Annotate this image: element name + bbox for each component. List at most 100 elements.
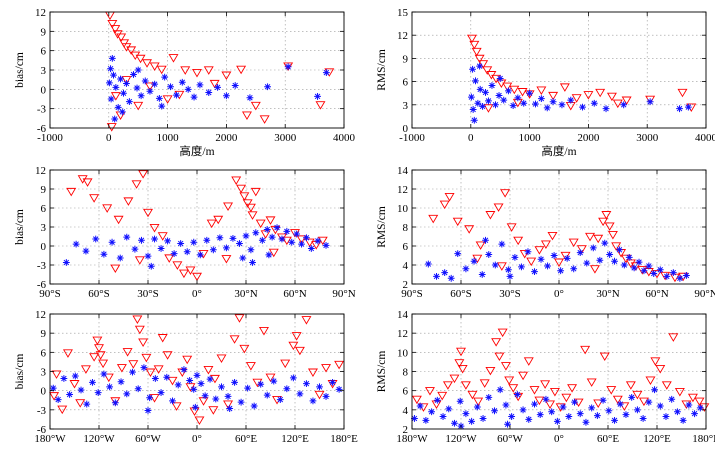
panel-longitude-rms: 180°W 120°W 60°W 0° 60°E 120°E 180°E 2 4 6 8 10 12 14… [376, 309, 715, 445]
data-point-asterisk [114, 103, 122, 111]
data-point-asterisk [231, 82, 239, 89]
data-point-triangle [315, 101, 326, 110]
data-point-asterisk [590, 99, 598, 107]
data-point-triangle [483, 104, 494, 113]
y-tick-label: -6 [37, 279, 47, 291]
data-point-asterisk [134, 385, 142, 393]
data-point-asterisk [441, 269, 449, 276]
data-point-triangle [452, 217, 463, 227]
data-point-triangle [491, 338, 502, 347]
data-point-triangle [518, 371, 529, 381]
data-point-asterisk [288, 238, 296, 246]
data-point-triangle [288, 341, 299, 351]
data-point-asterisk [616, 400, 624, 408]
data-point-triangle [66, 187, 77, 197]
data-point-asterisk [196, 81, 204, 89]
data-point-asterisk [567, 96, 575, 104]
y-axis-label: bias/cm [14, 209, 26, 245]
x-tick-label: 3000 [274, 132, 297, 144]
data-point-asterisk [316, 383, 323, 391]
panel-longitude-bias: 180°W 120°W 60°W 0° 60°E 120°E 180°E -6 -3 0 3 6 9 12… [14, 309, 358, 445]
data-point-triangle [180, 66, 191, 75]
data-point-triangle [142, 59, 153, 68]
data-point-asterisk [229, 235, 237, 242]
data-point-triangle [479, 379, 490, 388]
data-point-asterisk [525, 416, 533, 423]
data-point-triangle [265, 216, 276, 225]
data-point-asterisk [138, 236, 145, 244]
data-point-triangle [517, 88, 528, 97]
data-point-asterisk [167, 83, 174, 91]
data-point-asterisk [108, 238, 116, 246]
data-point-triangle [601, 211, 612, 220]
data-point-triangle [439, 200, 450, 210]
data-point-asterisk [133, 84, 141, 92]
data-point-asterisk [583, 259, 591, 267]
data-point-asterisk [656, 402, 664, 410]
data-point-asterisk [491, 261, 499, 269]
x-tick-label: 60°W [497, 433, 523, 445]
data-point-triangle [132, 315, 143, 324]
data-point-asterisk [144, 252, 152, 260]
data-point-asterisk [447, 274, 455, 282]
data-point-triangle [194, 416, 205, 425]
data-point-asterisk [125, 98, 133, 105]
data-point-triangle [221, 71, 232, 81]
data-point-asterisk [123, 390, 131, 398]
data-point-triangle [172, 261, 183, 270]
data-point-triangle [475, 241, 486, 250]
x-tick-label: 2000 [577, 132, 600, 144]
data-point-triangle [612, 99, 623, 109]
data-point-triangle [231, 176, 242, 186]
data-point-triangle [638, 397, 649, 407]
x-tick-label: 30°S [137, 288, 159, 300]
data-point-triangle [221, 255, 232, 264]
data-point-asterisk [158, 102, 166, 110]
data-point-asterisk [579, 103, 586, 111]
y-tick-label: 9 [41, 328, 47, 340]
data-point-triangle [428, 214, 439, 224]
y-axis-label: RMS/cm [376, 49, 388, 91]
data-point-triangle [157, 334, 168, 343]
data-point-triangle [444, 192, 455, 202]
data-point-asterisk [645, 398, 653, 406]
data-point-triangle [699, 403, 710, 412]
x-tick-label: 3000 [636, 132, 659, 144]
data-point-triangle [598, 217, 609, 227]
data-point-asterisk [322, 241, 330, 249]
x-tick-label: 4000 [695, 132, 715, 144]
x-tick-label: 30°N [596, 288, 619, 300]
data-point-asterisk [559, 403, 567, 411]
data-point-asterisk [307, 245, 315, 252]
data-point-asterisk [100, 370, 108, 378]
data-point-triangle [234, 314, 245, 323]
data-point-triangle [102, 204, 113, 213]
data-point-asterisk [469, 65, 476, 73]
data-point-triangle [606, 92, 617, 102]
data-point-triangle [110, 25, 121, 34]
data-point-triangle [121, 76, 132, 85]
data-point-asterisk [576, 410, 584, 418]
data-point-asterisk [451, 419, 458, 427]
data-point-asterisk [439, 413, 447, 420]
data-point-asterisk [283, 228, 291, 235]
data-point-asterisk [49, 384, 57, 392]
data-point-asterisk [249, 259, 256, 266]
data-point-triangle [655, 365, 666, 374]
data-point-asterisk [296, 390, 304, 398]
data-point-triangle [526, 257, 537, 267]
data-point-asterisk [83, 400, 91, 408]
data-point-triangle [607, 230, 618, 240]
data-point-triangle [612, 395, 623, 405]
data-point-asterisk [314, 237, 322, 245]
data-point-asterisk [100, 250, 108, 258]
x-tick-label: -1000 [399, 132, 425, 144]
data-point-asterisk [416, 402, 424, 410]
data-point-asterisk [656, 266, 664, 274]
y-tick-label: 6 [403, 386, 409, 398]
data-point-asterisk [469, 106, 477, 113]
data-point-asterisk [651, 386, 658, 394]
data-point-triangle [164, 254, 175, 263]
data-point-triangle [110, 92, 121, 101]
x-tick-label: -1000 [37, 132, 63, 144]
